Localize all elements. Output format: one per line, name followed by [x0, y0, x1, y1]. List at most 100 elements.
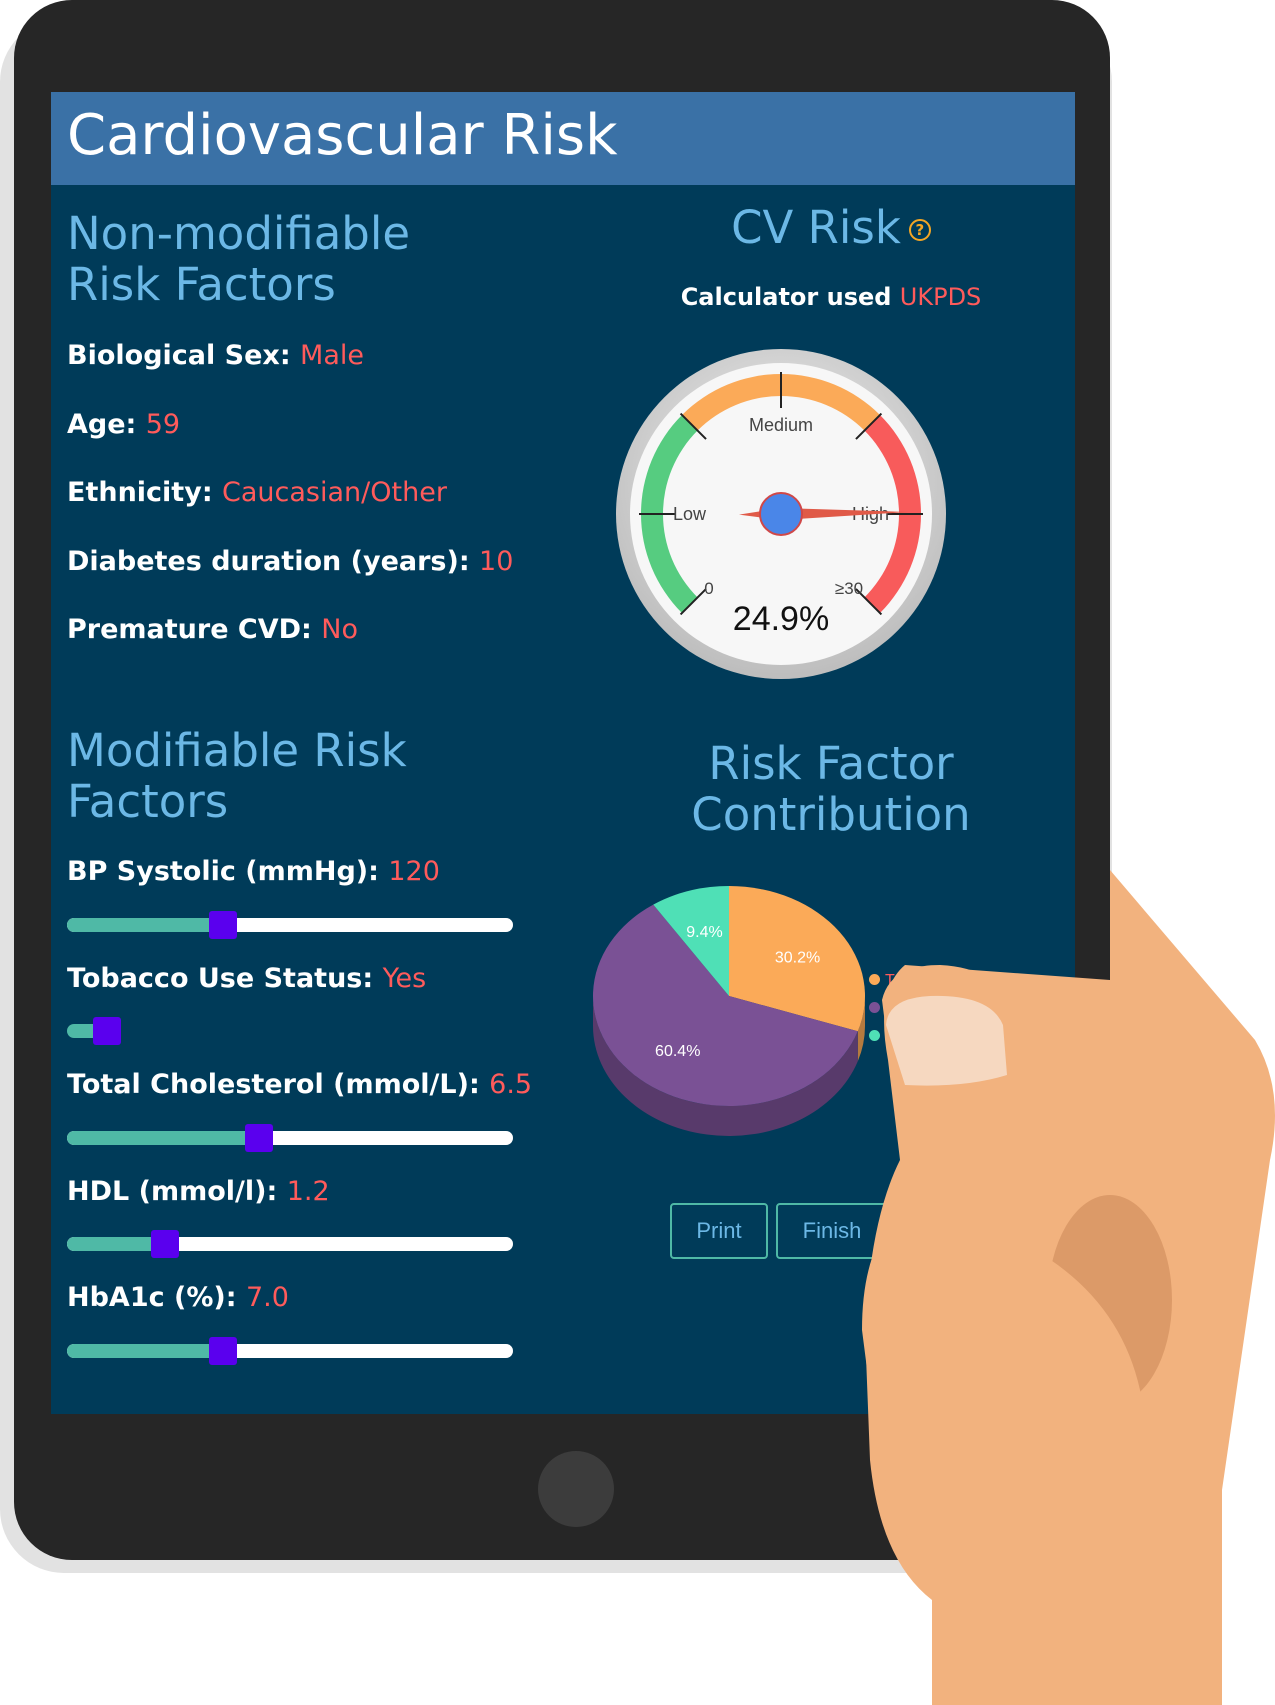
contribution-title-line2: Contribution: [691, 788, 971, 841]
legend-dot: [869, 1002, 880, 1013]
field-ethnicity: Ethnicity: Caucasian/Other: [67, 476, 447, 510]
gauge-tick: [679, 412, 707, 440]
field-label: Age:: [67, 409, 137, 440]
pie-slice-side: [857, 996, 865, 1062]
field-value: Male: [300, 340, 364, 371]
pie-data-label: 30.2%: [775, 949, 820, 966]
contribution-title-line1: Risk Factor: [708, 737, 954, 790]
gauge-max-label: ≥30: [835, 579, 863, 598]
title-bar: Cardiovascular Risk: [51, 92, 1075, 185]
nonmodifiable-title-line2: Risk Factors: [67, 258, 336, 311]
field-diabetes-duration: Diabetes duration (years): 10: [67, 545, 513, 579]
gauge-label-medium: Medium: [749, 415, 813, 435]
pie-data-label: 60.4%: [655, 1043, 700, 1060]
field-value: 6.5: [489, 1069, 533, 1100]
field-value: Caucasian/Other: [222, 477, 447, 508]
gauge-tick: [855, 588, 883, 616]
legend-dot: [869, 1030, 880, 1041]
slider-thumb[interactable]: [209, 1337, 238, 1365]
pie-slices: [593, 886, 865, 1106]
pie-slice-side: [593, 996, 858, 1136]
field-label: Premature CVD:: [67, 614, 312, 645]
slider-fill: [67, 918, 224, 932]
field-value: 1.2: [286, 1176, 330, 1207]
home-button[interactable]: [538, 1451, 614, 1527]
slider-fill: [67, 1344, 224, 1358]
pie-data-label: 9.4%: [686, 924, 722, 941]
legend-item-hba1c[interactable]: HbA1c: [869, 1028, 933, 1046]
print-button[interactable]: Print: [670, 1203, 768, 1259]
help-circle-icon[interactable]: ?: [908, 219, 931, 241]
field-hdl: HDL (mmol/l): 1.2: [67, 1175, 330, 1209]
field-biological-sex: Biological Sex: Male: [67, 339, 364, 373]
field-age: Age: 59: [67, 408, 180, 442]
calculator-used: Calculator used UKPDS: [631, 282, 1031, 312]
app-title: Cardiovascular Risk: [67, 103, 618, 168]
field-value: 7.0: [245, 1282, 289, 1313]
field-label: Diabetes duration (years):: [67, 546, 470, 577]
slider-thumb[interactable]: [151, 1230, 180, 1258]
calculator-label: Calculator used: [680, 283, 892, 311]
field-value: 10: [479, 546, 514, 577]
pie-labels: 30.2% 60.4% 9.4%: [655, 924, 820, 1060]
calculator-value: UKPDS: [899, 283, 982, 311]
total-cholesterol-slider[interactable]: [67, 1124, 513, 1152]
legend-label: Lipid: [885, 1000, 919, 1017]
nonmodifiable-title: Non-modifiable Risk Factors: [67, 208, 410, 310]
legend-label: HbA1c: [885, 1028, 934, 1045]
gauge-band-high: [864, 415, 921, 613]
gauge-band-low: [641, 415, 698, 613]
field-label: HDL (mmol/l):: [67, 1176, 278, 1207]
app-screen: Cardiovascular Risk Non-modifiable Risk …: [51, 92, 1075, 1414]
tobacco-use-slider[interactable]: [67, 1017, 513, 1045]
pie-slice-hba1c[interactable]: [653, 886, 729, 996]
slider-fill: [67, 1131, 259, 1145]
modifiable-title-line1: Modifiable Risk: [67, 724, 407, 777]
modifiable-title: Modifiable Risk Factors: [67, 725, 407, 827]
field-label: Total Cholesterol (mmol/L):: [67, 1069, 480, 1100]
cv-risk-gauge: Medium Low High 0 ≥30 24.9%: [616, 349, 946, 679]
legend-item-tobacco-use[interactable]: Tobacco Use: [869, 972, 978, 990]
gauge-hub: [759, 492, 803, 536]
pie-slice-lipid[interactable]: [593, 904, 858, 1106]
slider-thumb[interactable]: [209, 911, 238, 939]
field-value: 59: [145, 409, 181, 440]
contribution-title: Risk Factor Contribution: [641, 738, 1021, 840]
gauge-label-low: Low: [673, 504, 707, 524]
modifiable-title-line2: Factors: [67, 775, 229, 828]
contribution-pie-chart: 30.2% 60.4% 9.4%: [593, 886, 865, 1136]
hba1c-slider[interactable]: [67, 1337, 513, 1365]
slider-fill: [67, 1237, 166, 1251]
field-label: HbA1c (%):: [67, 1282, 237, 1313]
slider-thumb[interactable]: [93, 1017, 122, 1045]
gauge-min-label: 0: [704, 579, 713, 598]
legend-dot: [869, 974, 880, 985]
field-bp-systolic: BP Systolic (mmHg): 120: [67, 855, 440, 889]
field-label: BP Systolic (mmHg):: [67, 856, 379, 887]
field-label: Biological Sex:: [67, 340, 291, 371]
field-value: Yes: [382, 963, 427, 994]
gauge-ticks: [639, 372, 923, 616]
legend-item-lipid[interactable]: Lipid: [869, 1000, 919, 1018]
gauge-tick: [855, 412, 883, 440]
field-label: Tobacco Use Status:: [67, 963, 374, 994]
gauge-band-medium: [682, 374, 880, 431]
cv-risk-title-text: CV Risk: [731, 201, 901, 254]
gauge-tick: [679, 588, 707, 616]
legend-label: Tobacco Use: [885, 972, 978, 989]
field-label: Ethnicity:: [67, 477, 213, 508]
field-total-cholesterol: Total Cholesterol (mmol/L): 6.5: [67, 1068, 532, 1102]
cv-risk-title: CV Risk?: [641, 202, 1021, 253]
field-value: 120: [388, 856, 440, 887]
pie-slice-tobacco-use[interactable]: [729, 886, 865, 1032]
nonmodifiable-title-line1: Non-modifiable: [67, 207, 411, 260]
field-hba1c: HbA1c (%): 7.0: [67, 1281, 289, 1315]
slider-thumb[interactable]: [244, 1124, 273, 1152]
pie-depth: [593, 996, 865, 1136]
hdl-slider[interactable]: [67, 1230, 513, 1258]
bp-systolic-slider[interactable]: [67, 911, 513, 939]
field-tobacco-use: Tobacco Use Status: Yes: [67, 962, 426, 996]
finish-button[interactable]: Finish: [776, 1203, 888, 1259]
gauge-readout: 24.9%: [733, 600, 829, 638]
field-value: No: [321, 614, 358, 645]
